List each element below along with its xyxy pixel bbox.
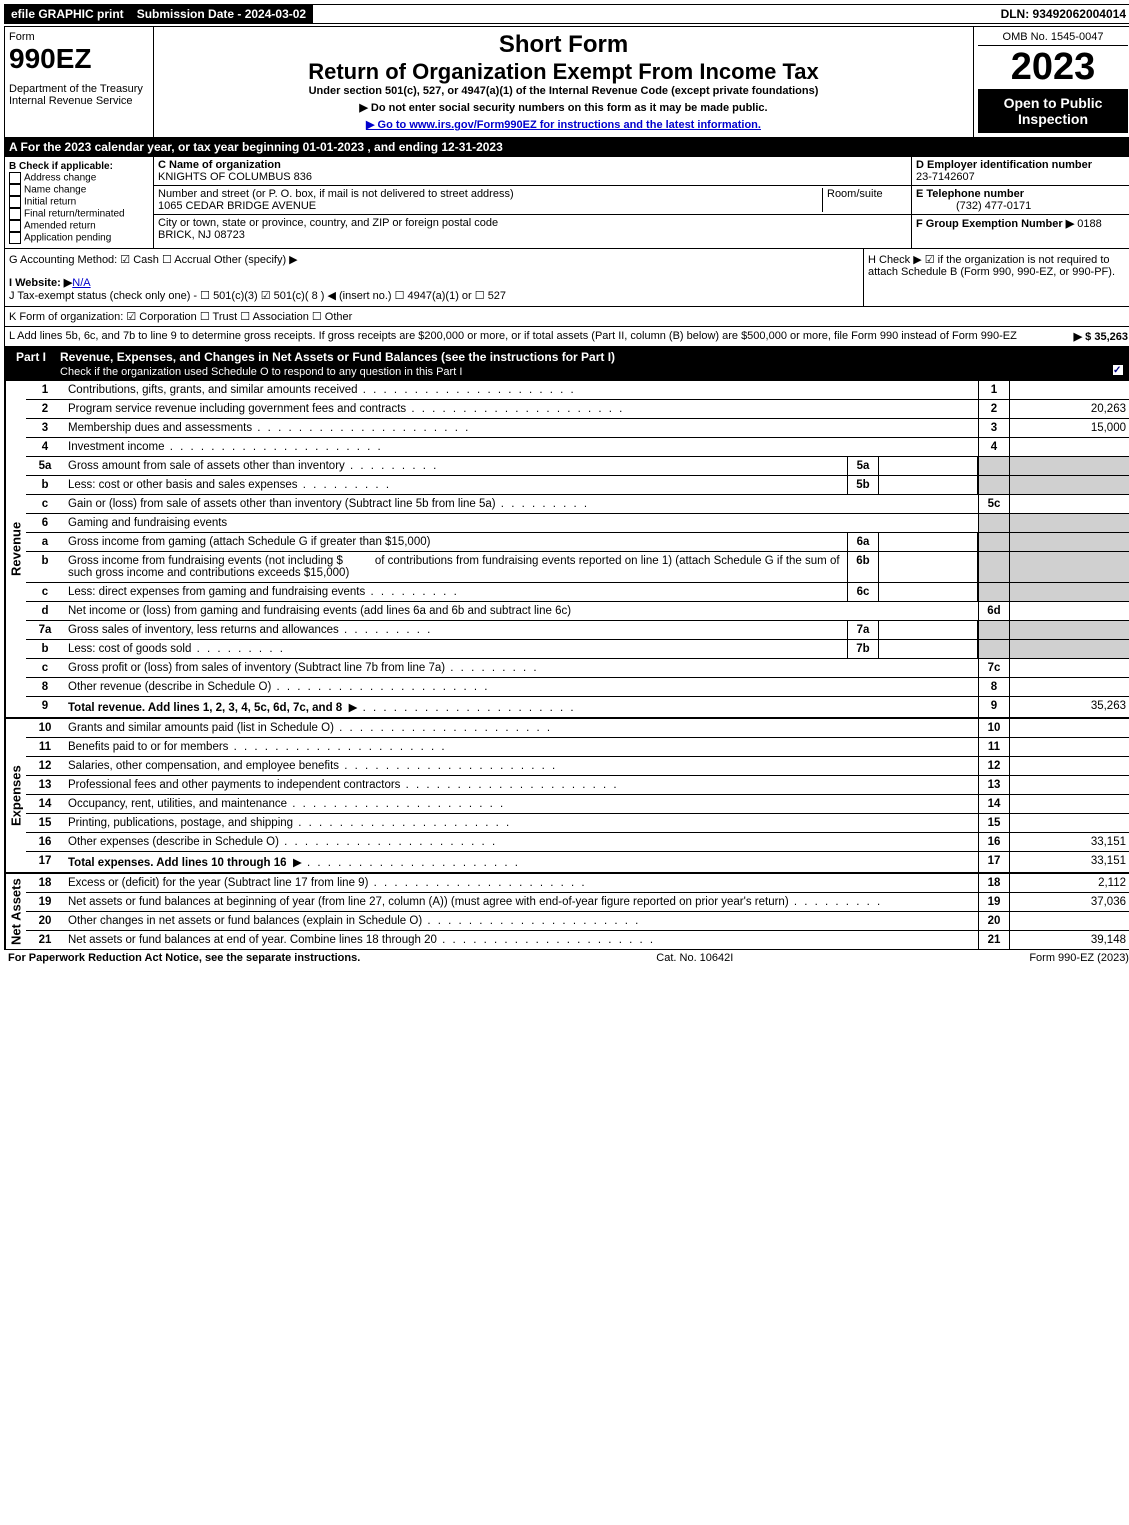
ssn-warning: ▶ Do not enter social security numbers o… bbox=[158, 101, 969, 114]
footer-left: For Paperwork Reduction Act Notice, see … bbox=[8, 952, 360, 964]
city-state-zip: BRICK, NJ 08723 bbox=[158, 229, 245, 241]
k-section: K Form of organization: ☑ Corporation ☐ … bbox=[4, 307, 1129, 327]
section-b: B Check if applicable: Address change Na… bbox=[5, 157, 154, 248]
b-label: B Check if applicable: bbox=[9, 161, 149, 172]
goto-link[interactable]: ▶ Go to www.irs.gov/Form990EZ for instru… bbox=[158, 118, 969, 131]
year-block: OMB No. 1545-0047 2023 Open to Public In… bbox=[973, 27, 1129, 137]
group-label: F Group Exemption Number ▶ bbox=[916, 218, 1074, 230]
website-value[interactable]: N/A bbox=[72, 277, 90, 289]
part1-table: Revenue 1 Contributions, gifts, grants, … bbox=[4, 381, 1129, 950]
l-section: L Add lines 5b, 6c, and 7b to line 9 to … bbox=[4, 327, 1129, 347]
side-netassets: Net Assets bbox=[5, 874, 26, 949]
section-c: C Name of organization KNIGHTS OF COLUMB… bbox=[154, 157, 911, 248]
checkbox-amended[interactable] bbox=[9, 220, 21, 232]
top-bar: efile GRAPHIC print Submission Date - 20… bbox=[4, 4, 1129, 24]
phone-label: E Telephone number bbox=[916, 188, 1024, 200]
l-text: L Add lines 5b, 6c, and 7b to line 9 to … bbox=[9, 330, 1074, 343]
j-tax-exempt: J Tax-exempt status (check only one) - ☐… bbox=[9, 289, 859, 302]
form-header: Form 990EZ Department of the Treasury In… bbox=[4, 26, 1129, 138]
checkbox-initial[interactable] bbox=[9, 196, 21, 208]
l-amount: ▶ $ 35,263 bbox=[1074, 330, 1128, 343]
page-footer: For Paperwork Reduction Act Notice, see … bbox=[4, 950, 1129, 966]
street-label: Number and street (or P. O. box, if mail… bbox=[158, 188, 514, 200]
form-id-block: Form 990EZ Department of the Treasury In… bbox=[5, 27, 154, 137]
footer-cat: Cat. No. 10642I bbox=[656, 952, 733, 964]
part1-check: Check if the organization used Schedule … bbox=[60, 366, 462, 378]
part1-header: Part I Revenue, Expenses, and Changes in… bbox=[4, 347, 1129, 381]
dln: DLN: 93492062004014 bbox=[995, 5, 1129, 23]
org-name: KNIGHTS OF COLUMBUS 836 bbox=[158, 171, 312, 183]
dept-treasury: Department of the Treasury Internal Reve… bbox=[9, 83, 149, 107]
i-website-label: I Website: ▶ bbox=[9, 277, 72, 289]
street-address: 1065 CEDAR BRIDGE AVENUE bbox=[158, 200, 316, 212]
efile-print[interactable]: efile GRAPHIC print bbox=[5, 5, 131, 23]
form-word: Form bbox=[9, 31, 149, 43]
c-name-label: C Name of organization bbox=[158, 159, 281, 171]
part1-checkbox[interactable] bbox=[1112, 364, 1124, 376]
open-public: Open to Public Inspection bbox=[978, 89, 1128, 133]
phone-value: (732) 477-0171 bbox=[916, 200, 1031, 212]
checkbox-final[interactable] bbox=[9, 208, 21, 220]
form-number: 990EZ bbox=[9, 43, 149, 75]
return-title: Return of Organization Exempt From Incom… bbox=[158, 59, 969, 85]
part1-label: Part I bbox=[10, 350, 52, 378]
ein-value: 23-7142607 bbox=[916, 171, 975, 183]
h-schedule-b: H Check ▶ ☑ if the organization is not r… bbox=[863, 249, 1129, 306]
part1-title: Revenue, Expenses, and Changes in Net As… bbox=[60, 350, 615, 364]
tax-year: 2023 bbox=[978, 46, 1128, 89]
checkbox-name[interactable] bbox=[9, 184, 21, 196]
short-form-title: Short Form bbox=[158, 31, 969, 59]
side-expenses: Expenses bbox=[5, 719, 26, 872]
side-revenue: Revenue bbox=[5, 381, 26, 717]
section-a: A For the 2023 calendar year, or tax yea… bbox=[4, 138, 1129, 157]
title-block: Short Form Return of Organization Exempt… bbox=[154, 27, 973, 137]
room-suite: Room/suite bbox=[822, 188, 907, 212]
group-value: 0188 bbox=[1077, 218, 1101, 230]
ein-label: D Employer identification number bbox=[916, 159, 1092, 171]
city-label: City or town, state or province, country… bbox=[158, 217, 498, 229]
info-grid: B Check if applicable: Address change Na… bbox=[4, 157, 1129, 249]
under-section: Under section 501(c), 527, or 4947(a)(1)… bbox=[158, 85, 969, 97]
ghij-section: G Accounting Method: ☑ Cash ☐ Accrual Ot… bbox=[4, 249, 1129, 307]
checkbox-pending[interactable] bbox=[9, 232, 21, 244]
footer-form: Form 990-EZ (2023) bbox=[1029, 952, 1129, 964]
section-def: D Employer identification number 23-7142… bbox=[911, 157, 1129, 248]
g-accounting: G Accounting Method: ☑ Cash ☐ Accrual Ot… bbox=[9, 253, 859, 266]
submission-date: Submission Date - 2024-03-02 bbox=[131, 5, 313, 23]
checkbox-address[interactable] bbox=[9, 172, 21, 184]
omb-number: OMB No. 1545-0047 bbox=[978, 31, 1128, 46]
